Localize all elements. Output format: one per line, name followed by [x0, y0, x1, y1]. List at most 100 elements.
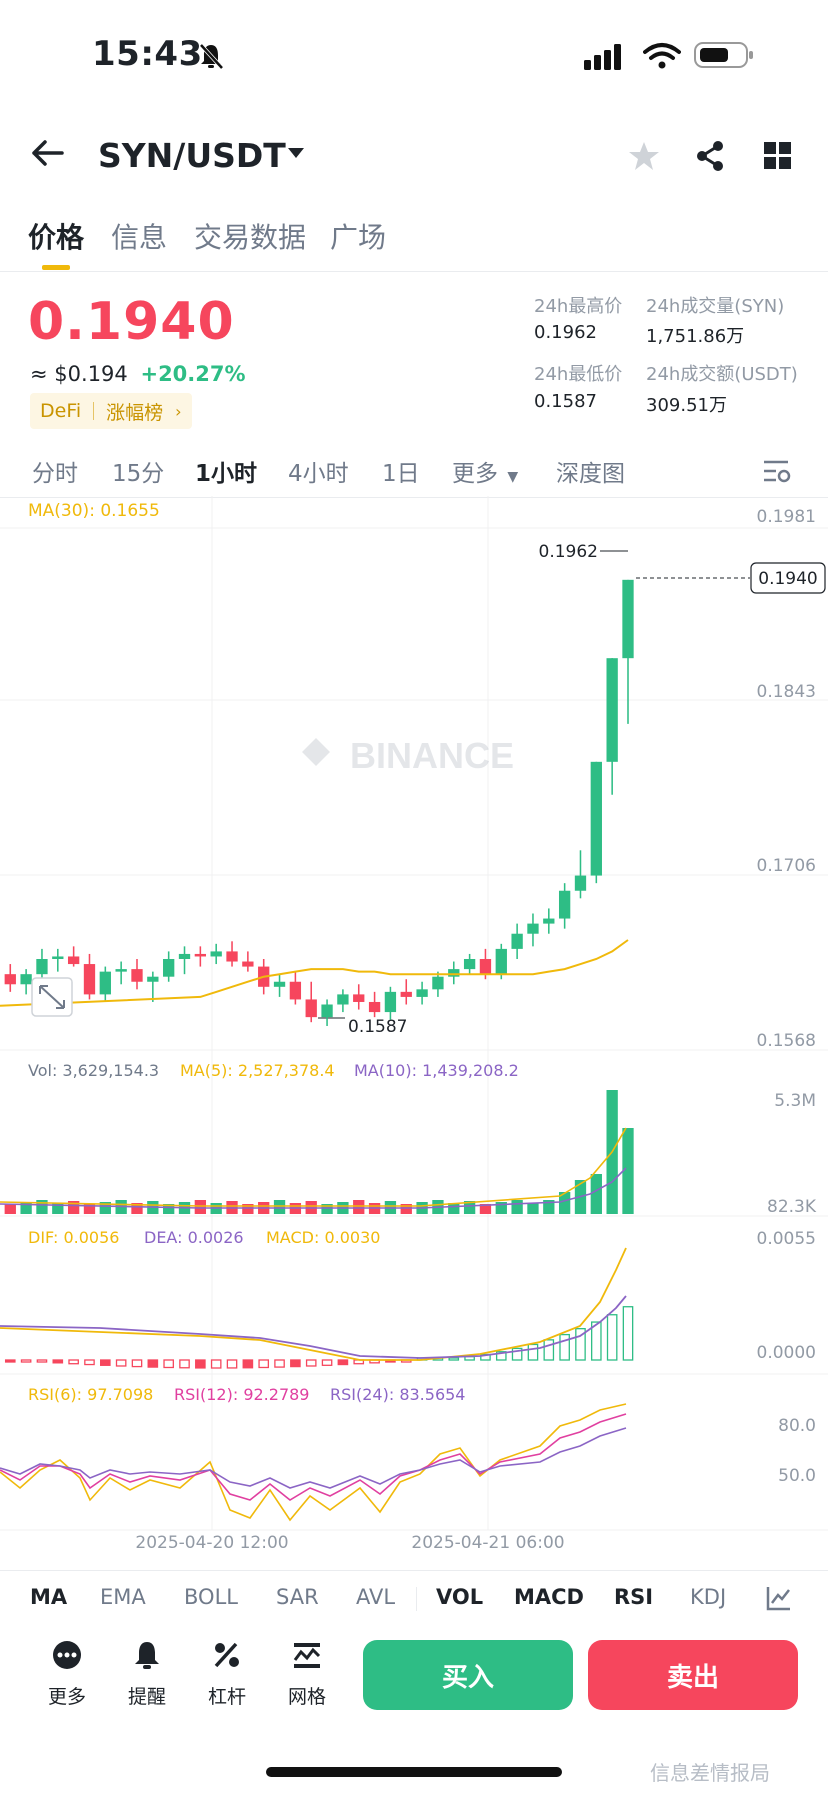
mute-bell-icon — [199, 43, 224, 70]
volume-bar — [36, 1200, 48, 1214]
indicator-ma[interactable]: MA — [30, 1585, 68, 1609]
macd-bar — [622, 1306, 634, 1361]
active-tab-indicator — [42, 265, 70, 270]
interval-15m[interactable]: 15分 — [112, 461, 165, 487]
interval-depth[interactable]: 深度图 — [556, 461, 625, 487]
candle-body — [384, 991, 397, 1013]
more-icon — [53, 1641, 81, 1669]
chart-settings-icon[interactable] — [762, 458, 792, 486]
volume-bar — [52, 1203, 64, 1214]
dea-line — [0, 1295, 627, 1359]
candle-body — [226, 951, 238, 962]
candle-body — [83, 964, 96, 995]
macd-bar — [448, 1357, 460, 1361]
volume-bar — [67, 1201, 80, 1214]
price-axis-4: 0.1568 — [757, 1031, 816, 1051]
volume-bar — [99, 1202, 111, 1214]
tool-more[interactable]: 更多 — [32, 1640, 102, 1709]
macd-bar — [559, 1333, 570, 1361]
volume-bar — [527, 1203, 539, 1214]
candle-body — [368, 1001, 381, 1013]
indicator-ema[interactable]: EMA — [100, 1585, 146, 1609]
candle-body — [273, 981, 286, 987]
rsi6-label: RSI(6): 97.7098 — [28, 1385, 153, 1404]
rsi12-line — [0, 1413, 627, 1501]
tool-grid[interactable]: 网格 — [272, 1640, 342, 1709]
caret-down-icon[interactable] — [288, 148, 304, 160]
battery-icon — [694, 42, 753, 68]
buy-button[interactable]: 买入 — [363, 1640, 573, 1710]
current-price-tag — [750, 562, 826, 594]
high-marker-text: 0.1962 — [539, 542, 598, 562]
candle-body — [131, 969, 143, 982]
macd-bar — [606, 1314, 618, 1361]
volume-bar — [400, 1204, 412, 1214]
macd-bar — [68, 1359, 79, 1365]
ma30-label: MA(30): 0.1655 — [28, 501, 160, 521]
macd-bar — [210, 1359, 222, 1369]
indicator-kdj[interactable]: KDJ — [690, 1585, 727, 1609]
candle-body — [416, 989, 428, 997]
favorite-star-icon[interactable] — [628, 140, 660, 172]
tab-price[interactable]: 价格 — [28, 221, 85, 254]
interval-more[interactable]: 更多 ▼ — [452, 454, 518, 488]
home-indicator — [266, 1767, 562, 1777]
candle-body — [527, 923, 539, 934]
tab-trade-data[interactable]: 交易数据 — [194, 221, 307, 254]
macd-bar — [242, 1359, 254, 1369]
leverage-icon — [214, 1642, 239, 1668]
macd-bar — [115, 1359, 127, 1367]
indicator-rsi[interactable]: RSI — [614, 1585, 654, 1609]
indicator-macd[interactable]: MACD — [514, 1585, 584, 1609]
interval-line[interactable]: 分时 — [32, 461, 78, 487]
category-tag[interactable]: DeFi 涨幅榜 › — [30, 393, 192, 429]
macd-bar — [258, 1359, 270, 1369]
candle-body — [479, 958, 492, 975]
indicator-settings-icon[interactable] — [766, 1585, 792, 1611]
bottom-action-bar: 更多 提醒 杠杆 网格 买入 卖出 — [0, 1630, 828, 1740]
indicator-divider — [416, 1587, 417, 1611]
kline-chart[interactable]: BINANCE MA(30): 0.1655 0.1981 0.1843 0.1… — [0, 496, 828, 1566]
expand-icon[interactable] — [31, 977, 73, 1017]
tab-info[interactable]: 信息 — [111, 221, 168, 254]
candle-body — [210, 951, 222, 957]
tool-more-label: 更多 — [47, 1686, 86, 1708]
macd-bar — [52, 1359, 64, 1364]
indicator-avl[interactable]: AVL — [356, 1585, 396, 1609]
candle-body — [242, 961, 254, 967]
sell-button[interactable]: 卖出 — [588, 1640, 798, 1710]
price-change-percent: +20.27% — [140, 362, 246, 386]
chevron-right-icon: › — [175, 401, 182, 421]
interval-1d[interactable]: 1日 — [382, 461, 420, 487]
wifi-icon — [643, 43, 681, 69]
volume-bar — [83, 1204, 96, 1214]
tool-alert[interactable]: 提醒 — [112, 1640, 182, 1709]
volume-bar — [131, 1203, 143, 1214]
macd-bar — [4, 1359, 16, 1363]
macd-bar — [543, 1339, 555, 1361]
macd-bar — [226, 1359, 238, 1369]
tool-alert-label: 提醒 — [127, 1686, 166, 1708]
interval-bar: 分时 15分 1小时 4小时 1日 更多 ▼ 深度图 — [0, 448, 828, 498]
macd-bar — [511, 1347, 523, 1361]
back-arrow-icon[interactable] — [30, 138, 66, 168]
main-tabs: 价格 信息 交易数据 广场 — [0, 210, 828, 272]
indicator-sar[interactable]: SAR — [276, 1585, 319, 1609]
candle-body — [163, 958, 175, 977]
vol-label: Vol: 3,629,154.3 — [28, 1061, 159, 1080]
rsi24-label: RSI(24): 83.5654 — [330, 1385, 465, 1404]
share-icon[interactable] — [694, 140, 726, 172]
interval-1h[interactable]: 1小时 — [195, 461, 258, 487]
macd-bar — [337, 1359, 349, 1366]
grid-menu-icon[interactable] — [764, 142, 792, 170]
indicator-boll[interactable]: BOLL — [184, 1585, 238, 1609]
candle-body — [622, 579, 634, 659]
pair-title[interactable]: SYN/USDT — [98, 136, 286, 175]
tool-leverage[interactable]: 杠杆 — [192, 1640, 262, 1709]
indicator-vol[interactable]: VOL — [436, 1585, 484, 1609]
volume-bar — [353, 1200, 365, 1214]
stat-low-label: 24h最低价 — [534, 364, 623, 385]
macd-bar — [495, 1351, 507, 1361]
interval-4h[interactable]: 4小时 — [288, 461, 349, 487]
tab-square[interactable]: 广场 — [330, 221, 387, 254]
